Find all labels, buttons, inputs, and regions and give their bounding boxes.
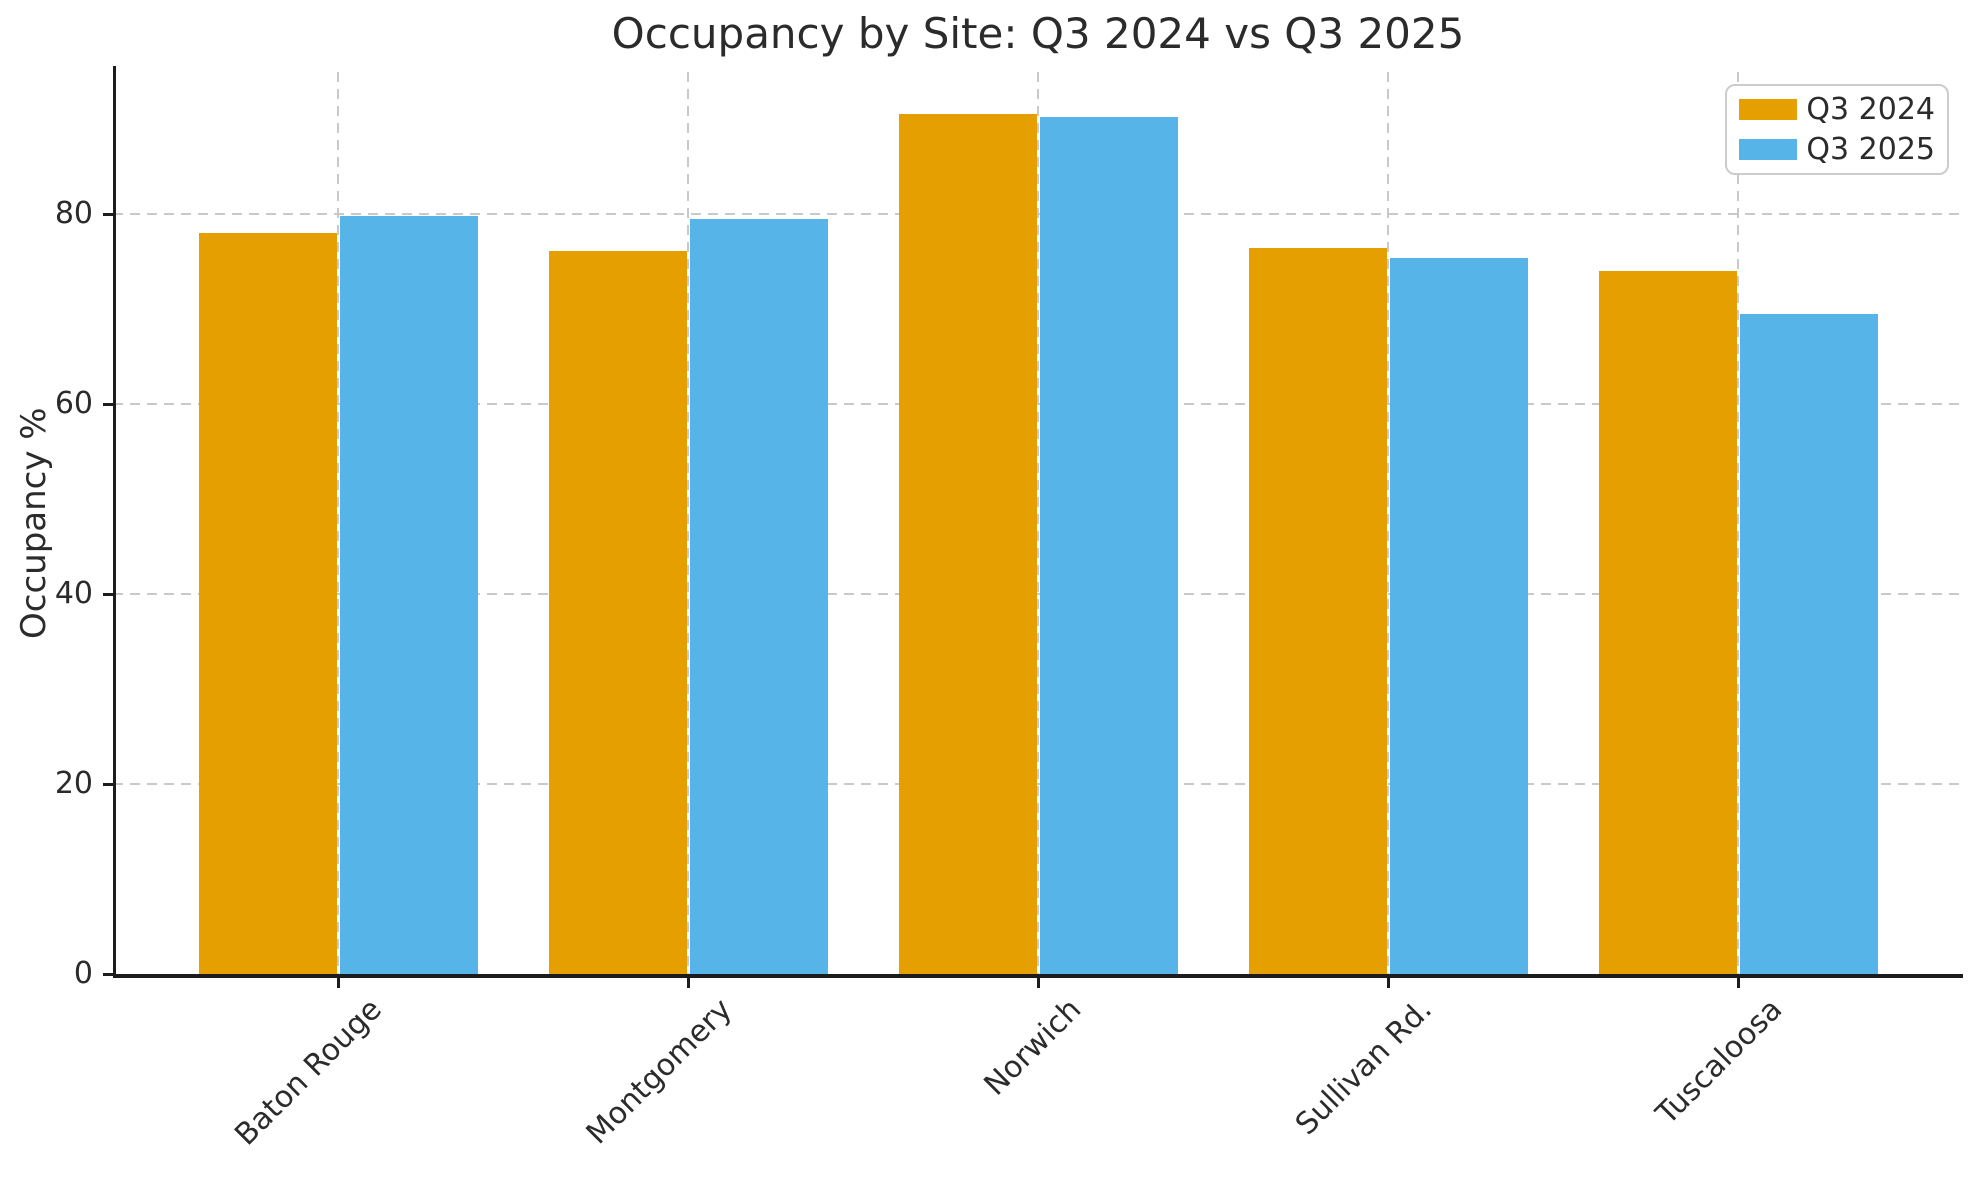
gridline-vertical xyxy=(337,72,339,974)
bar-q3-2025 xyxy=(1390,258,1528,974)
gridline-vertical xyxy=(1737,72,1739,974)
bar-q3-2025 xyxy=(690,219,828,974)
y-tick-mark xyxy=(103,592,113,596)
y-tick-mark xyxy=(103,212,113,216)
x-tick-label: Montgomery xyxy=(579,992,739,1152)
legend-label: Q3 2025 xyxy=(1806,131,1935,167)
x-tick-mark xyxy=(1736,978,1740,988)
legend: Q3 2024 Q3 2025 xyxy=(1725,84,1949,175)
legend-swatch xyxy=(1739,138,1797,160)
bar-q3-2024 xyxy=(1599,271,1737,974)
x-axis-spine xyxy=(113,974,1963,978)
gridline-vertical xyxy=(1387,72,1389,974)
bar-q3-2025 xyxy=(340,216,478,974)
y-tick-label: 60 xyxy=(54,386,93,422)
y-tick-mark xyxy=(103,972,113,976)
legend-entry: Q3 2024 xyxy=(1739,92,1935,127)
y-axis-spine xyxy=(113,66,116,977)
y-tick-mark xyxy=(103,782,113,786)
chart-title: Occupancy by Site: Q3 2024 vs Q3 2025 xyxy=(611,9,1465,58)
bar-q3-2024 xyxy=(1249,247,1387,974)
x-tick-label: Baton Rouge xyxy=(228,992,389,1153)
x-tick-mark xyxy=(336,978,340,988)
bar-q3-2024 xyxy=(199,232,337,974)
x-tick-mark xyxy=(1036,978,1040,988)
y-tick-label: 40 xyxy=(54,576,93,612)
bar-q3-2024 xyxy=(899,113,1037,974)
bar-q3-2024 xyxy=(549,250,687,974)
x-tick-mark xyxy=(1386,978,1390,988)
legend-label: Q3 2024 xyxy=(1806,92,1935,128)
bar-q3-2025 xyxy=(1040,116,1178,974)
y-tick-label: 20 xyxy=(54,766,93,802)
y-tick-label: 0 xyxy=(73,956,93,991)
bar-q3-2025 xyxy=(1740,314,1878,974)
x-tick-label: Norwich xyxy=(978,992,1089,1103)
plot-area: 0 20 40 60 80 Baton Rouge Montgomery Norwich Sul… xyxy=(55,66,1963,1153)
legend-entry: Q3 2025 xyxy=(1739,132,1935,167)
x-tick-label: Sullivan Rd. xyxy=(1288,992,1439,1143)
gridline-vertical xyxy=(1037,72,1039,974)
legend-swatch xyxy=(1739,99,1797,121)
y-tick-label: 80 xyxy=(54,196,93,232)
gridline-vertical xyxy=(687,72,689,974)
y-tick-mark xyxy=(103,402,113,406)
x-tick-label: Tuscaloosa xyxy=(1649,992,1789,1132)
x-tick-mark xyxy=(686,978,690,988)
